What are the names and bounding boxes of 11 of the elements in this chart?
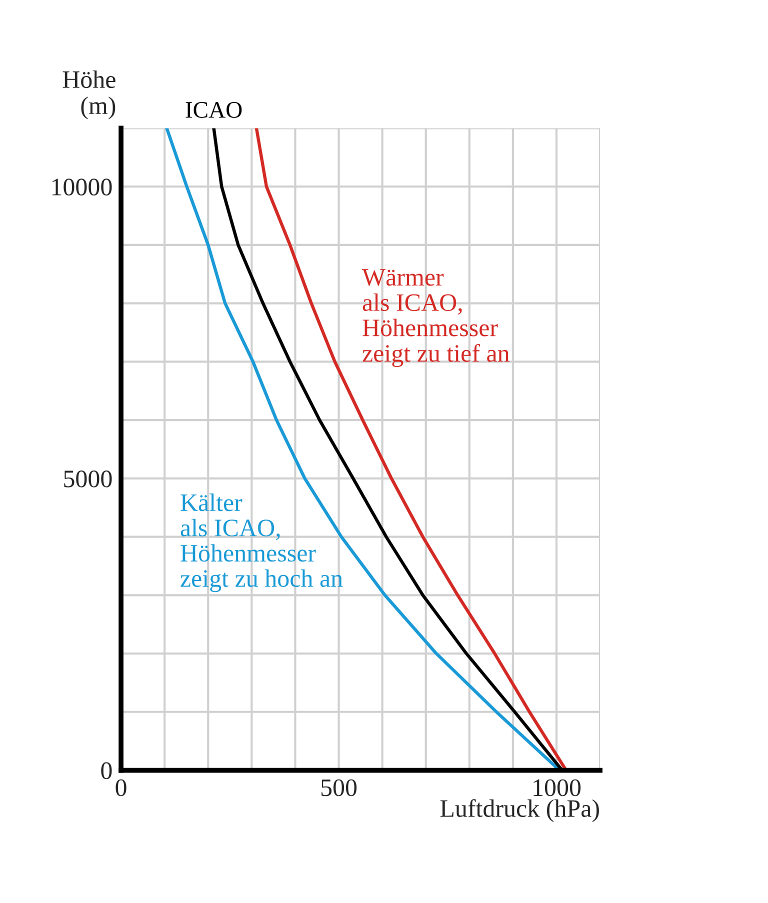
series-label: ICAO bbox=[186, 102, 242, 118]
y-tick-label: 5000 bbox=[64, 470, 112, 488]
series-label: Kälter als ICAO, Höhenmesser zeigt zu hoch an bbox=[180, 494, 343, 592]
series-label: Wärmer als ICAO, Höhenmesser zeigt zu tief an bbox=[362, 269, 510, 368]
x-tick-label: 0 bbox=[116, 779, 126, 796]
y-tick-label: 0 bbox=[101, 762, 112, 780]
x-tick-label: 500 bbox=[321, 779, 357, 796]
y-tick-label: 10000 bbox=[52, 178, 112, 196]
x-tick-label: 1000 bbox=[534, 779, 581, 796]
x-axis-title: Luftdruck (hPa) bbox=[440, 799, 599, 822]
y-axis-title: Höhe (m) bbox=[62, 70, 116, 120]
